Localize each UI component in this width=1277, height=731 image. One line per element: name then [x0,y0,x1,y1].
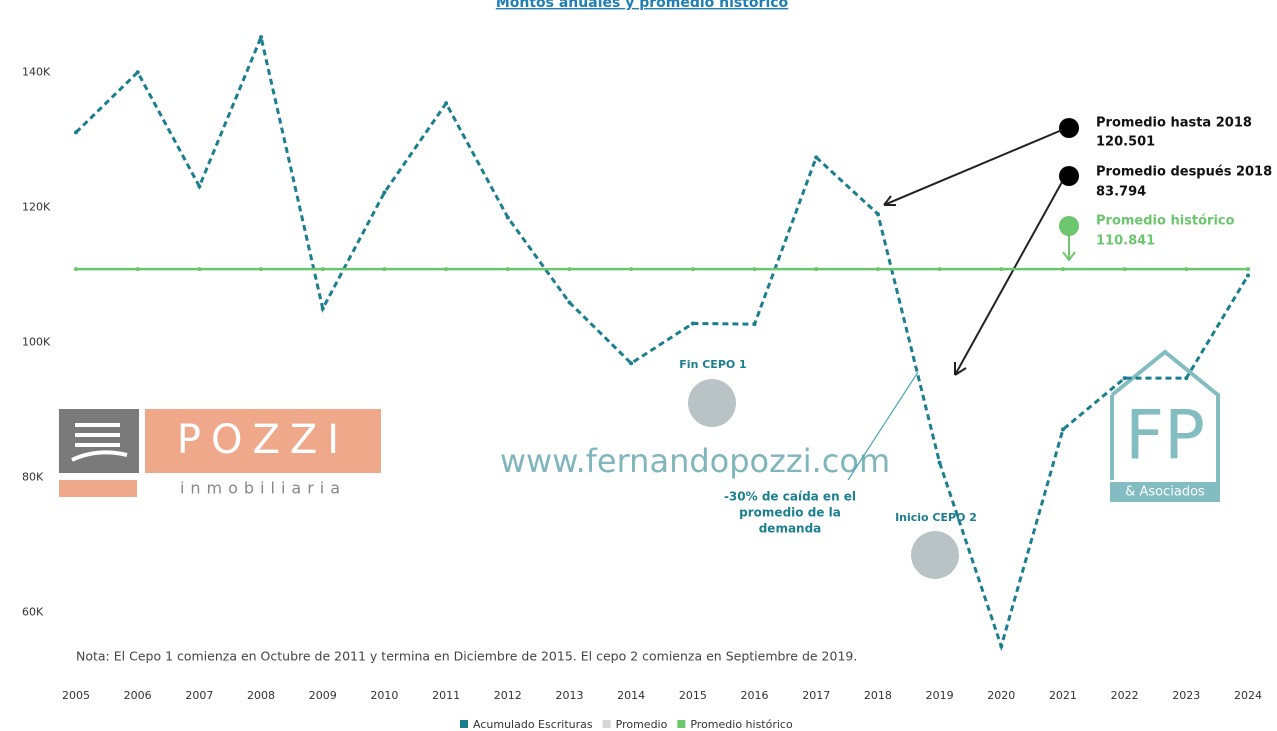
chart-title: Montos anuales y promedio histórico [496,0,789,11]
point [321,267,325,271]
x-tick-label: 2009 [309,689,337,702]
y-tick-label: 60K [22,605,44,618]
annotation: Promedio hasta 2018 [1096,116,1252,131]
annotation: promedio de la [739,506,841,520]
point [136,70,140,74]
point [814,267,818,271]
logo-text: POZZI [177,417,349,463]
point [1123,376,1127,380]
point [74,130,78,134]
x-tick-label: 2023 [1172,689,1200,702]
point [876,267,880,271]
logo-subtext: inmobiliaria [180,479,346,498]
point [382,267,386,271]
point [691,321,695,325]
point [506,267,510,271]
logo-text: FP [1125,397,1205,476]
point [1184,376,1188,380]
point [938,461,942,465]
x-tick-label: 2019 [926,689,954,702]
point [1123,267,1127,271]
point [197,267,201,271]
website: www.fernandopozzi.com [500,442,890,480]
legend-swatch [677,720,685,728]
x-tick-label: 2010 [370,689,398,702]
point [567,267,571,271]
x-tick-label: 2014 [617,689,645,702]
y-tick-label: 120K [22,200,51,213]
legend-swatch [603,720,611,728]
legend-label: Promedio histórico [690,718,793,731]
point [629,267,633,271]
icon [911,531,959,579]
marker [1059,118,1079,138]
y-tick-label: 100K [22,335,51,348]
point [1246,267,1250,271]
x-tick-label: 2013 [555,689,583,702]
point [753,322,757,326]
chart: Montos anuales y promedio histórico POZZ… [0,0,1277,731]
point [938,267,942,271]
x-tick-label: 2008 [247,689,275,702]
x-tick-label: 2018 [864,689,892,702]
point [999,644,1003,648]
point [753,267,757,271]
point [382,190,386,194]
point [259,35,263,39]
icon [688,379,736,427]
point [876,212,880,216]
legend-swatch [460,720,468,728]
annotation: 120.501 [1096,135,1155,150]
y-tick-label: 140K [22,65,51,78]
x-tick-label: 2024 [1234,689,1262,702]
annotation: 83.794 [1096,185,1146,200]
point [136,267,140,271]
legend-label: Promedio [616,718,668,731]
point [814,155,818,159]
logo-subtext: & Asociados [1125,485,1205,500]
point [1061,427,1065,431]
x-tick-label: 2006 [124,689,152,702]
fp-logo: FP & Asociados [1110,352,1220,502]
point [1061,267,1065,271]
note: Nota: El Cepo 1 comienza en Octubre de 2… [76,649,857,664]
annotation: demanda [759,522,822,536]
x-tick-label: 2017 [802,689,830,702]
annotation: -30% de caída en el [724,490,856,504]
point [567,301,571,305]
point [321,307,325,311]
x-tick-label: 2005 [62,689,90,702]
x-tick-label: 2016 [741,689,769,702]
point [444,267,448,271]
annotation: 110.841 [1096,234,1155,249]
point [444,101,448,105]
x-tick-label: 2011 [432,689,460,702]
point [629,361,633,365]
pozzi-logo: POZZI inmobiliaria [59,409,381,498]
point [506,215,510,219]
x-tick-label: 2007 [185,689,213,702]
point [197,184,201,188]
point [74,267,78,271]
x-tick-label: 2021 [1049,689,1077,702]
annotation: Inicio CEPO 2 [895,511,977,524]
y-tick-label: 80K [22,470,44,483]
annotation: Promedio histórico [1096,214,1235,229]
annotation: Fin CEPO 1 [679,358,746,371]
point [999,267,1003,271]
x-tick-label: 2022 [1111,689,1139,702]
point [1184,267,1188,271]
point [691,267,695,271]
x-tick-label: 2015 [679,689,707,702]
x-tick-label: 2020 [987,689,1015,702]
point [259,267,263,271]
annotation: Promedio después 2018 [1096,165,1272,180]
x-tick-label: 2012 [494,689,522,702]
marker [1059,216,1079,236]
legend-label: Acumulado Escrituras [473,718,593,731]
point [1246,274,1250,278]
